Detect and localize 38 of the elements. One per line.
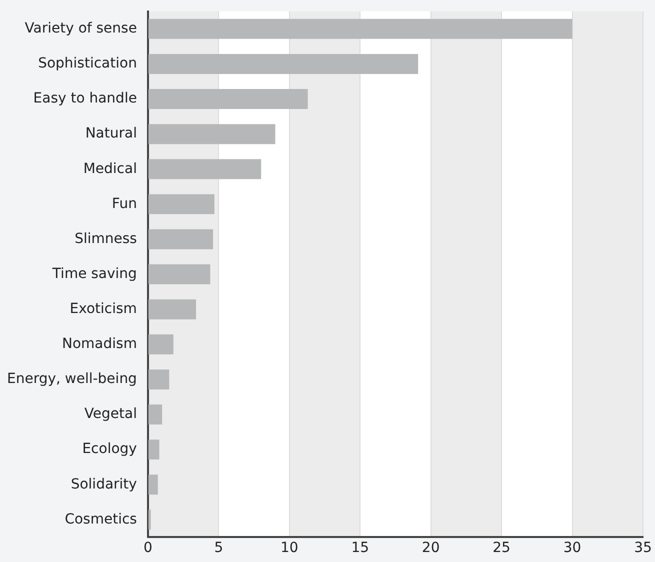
y-tick-label: Vegetal — [84, 406, 137, 422]
y-tick-label: Ecology — [82, 441, 137, 458]
bar — [148, 229, 214, 250]
y-tick-label: Slimness — [74, 230, 137, 247]
bar — [148, 334, 174, 354]
y-tick-label: Variety of sense — [24, 20, 137, 37]
y-tick-label: Time saving — [51, 266, 137, 282]
y-tick-label: Energy, well-being — [6, 371, 137, 388]
bar — [148, 124, 276, 144]
y-tick-label: Natural — [85, 126, 137, 142]
x-tick-label: 35 — [634, 540, 652, 556]
bar — [148, 404, 162, 425]
y-tick-label: Nomadism — [62, 336, 137, 352]
bar — [148, 510, 151, 530]
bar — [148, 369, 170, 390]
x-tick-label: 5 — [214, 540, 224, 556]
bar — [148, 264, 210, 284]
x-tick-label: 20 — [422, 540, 440, 556]
y-tick-label: Exoticism — [70, 300, 137, 317]
bar — [148, 18, 572, 39]
bar — [148, 474, 158, 495]
x-tick-label: 0 — [143, 540, 152, 556]
x-tick-label: 15 — [351, 540, 370, 556]
bar — [148, 299, 196, 320]
x-tick-label: 10 — [280, 540, 298, 556]
y-tick-label: Solidarity — [70, 476, 137, 492]
y-tick-label: Fun — [112, 196, 137, 212]
x-tick-label: 25 — [492, 540, 510, 556]
bar — [148, 89, 308, 110]
bar — [148, 194, 214, 214]
y-tick-label: Cosmetics — [64, 511, 137, 528]
bar — [148, 440, 160, 460]
bar — [148, 159, 262, 180]
bar — [148, 54, 418, 74]
y-tick-label: Easy to handle — [33, 90, 137, 107]
y-tick-label: Medical — [83, 160, 137, 177]
x-tick-label: 30 — [563, 540, 582, 556]
y-tick-label: Sophistication — [38, 56, 137, 72]
